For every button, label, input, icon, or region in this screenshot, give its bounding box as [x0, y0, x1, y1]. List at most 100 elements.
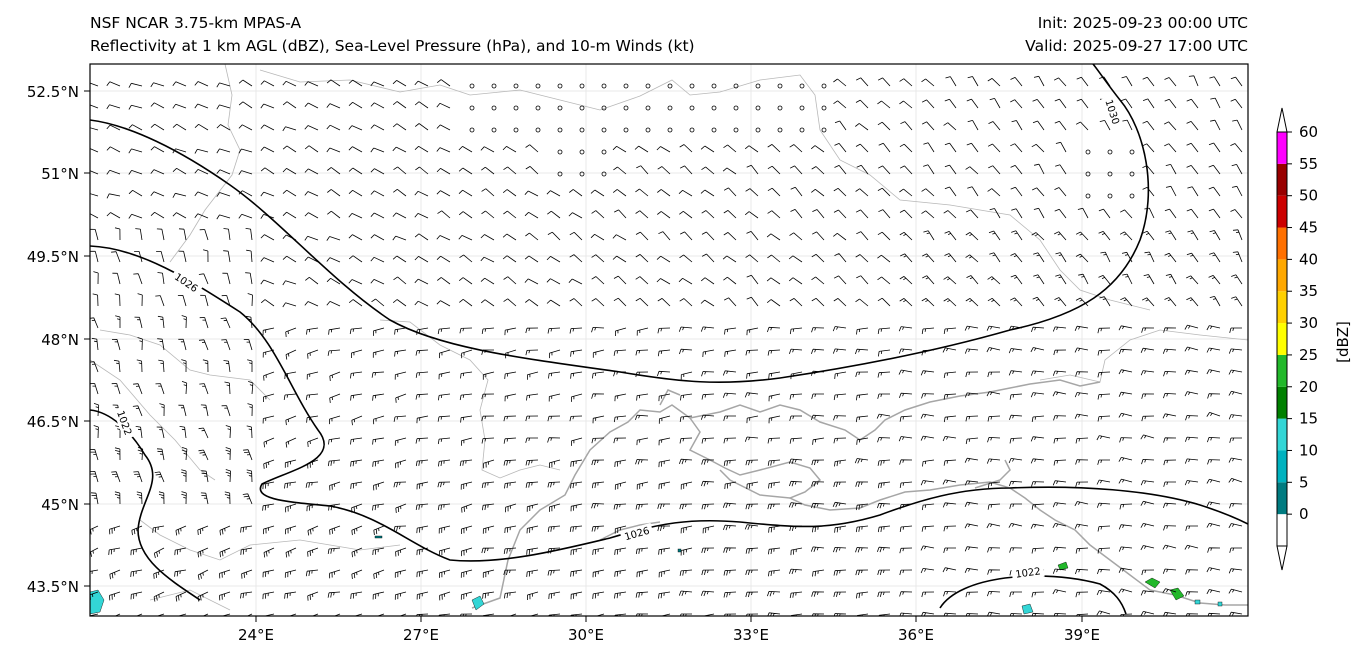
calm-circle — [623, 105, 629, 111]
wind-barb — [219, 525, 231, 536]
wind-barb — [135, 228, 143, 241]
wind-barb — [547, 210, 561, 219]
wind-barb — [658, 415, 671, 424]
wind-barb — [1118, 588, 1133, 594]
wind-barb — [658, 231, 671, 241]
wind-barb — [767, 210, 781, 219]
wind-barb — [657, 370, 671, 377]
wind-barb — [722, 255, 737, 263]
wind-barb — [1207, 393, 1221, 399]
wind-barb — [481, 415, 495, 422]
wind-barb — [1054, 120, 1067, 131]
wind-barb — [1120, 297, 1133, 307]
wind-barb — [703, 613, 715, 616]
calm-circle — [469, 105, 475, 111]
wind-barb — [370, 256, 385, 263]
calm-circle — [579, 127, 585, 133]
wind-barb — [503, 166, 517, 175]
wind-barb — [1230, 76, 1243, 87]
wind-barb — [306, 503, 319, 512]
wind-barb — [549, 459, 561, 468]
wind-barb — [877, 121, 891, 131]
wind-barb — [790, 613, 803, 616]
wind-barb — [700, 326, 715, 332]
wind-barb — [1118, 391, 1133, 397]
wind-barb — [393, 166, 407, 175]
wind-barb — [414, 145, 429, 153]
wind-barb — [416, 415, 429, 424]
wind-barb — [591, 437, 605, 444]
wind-barb — [373, 415, 385, 425]
wind-barb — [833, 232, 847, 241]
wind-barb — [810, 145, 825, 153]
calm-circle — [777, 127, 783, 133]
wind-barb — [856, 327, 869, 335]
calm-circle — [601, 171, 607, 177]
wind-barb — [811, 613, 825, 616]
wind-barb — [1099, 296, 1111, 307]
wind-barb — [459, 327, 473, 334]
wind-barb — [965, 371, 979, 378]
wind-barb — [172, 81, 187, 87]
wind-barb — [284, 481, 297, 489]
wind-barb — [152, 525, 165, 533]
isobar-1022-west — [90, 409, 201, 601]
wind-barb — [921, 188, 935, 197]
wind-barb — [613, 415, 627, 423]
wind-barb — [178, 228, 187, 241]
wind-barb — [987, 547, 1001, 553]
wind-barb — [90, 383, 99, 395]
wind-barb — [1075, 371, 1089, 377]
wind-barb — [245, 272, 253, 285]
wind-barb — [1208, 208, 1221, 219]
colorbar-segment — [1277, 418, 1287, 451]
wind-barb — [174, 569, 187, 577]
wind-barb — [282, 211, 297, 219]
wind-barb — [790, 547, 803, 556]
wind-barb — [1052, 523, 1067, 528]
wind-barb — [311, 613, 319, 616]
wind-barb — [282, 189, 297, 197]
echo-small-2 — [677, 548, 682, 553]
wind-barb — [438, 393, 451, 401]
wind-barb — [920, 413, 935, 419]
wind-barb — [282, 255, 297, 263]
wind-barb — [461, 349, 473, 359]
wind-barb — [158, 491, 165, 505]
wind-barb — [1030, 392, 1045, 398]
wind-barb — [591, 254, 605, 263]
wind-barb — [964, 457, 979, 463]
wind-barb — [460, 415, 473, 423]
wind-barb — [1207, 459, 1221, 465]
wind-barb — [1010, 186, 1023, 197]
wind-barb — [307, 437, 319, 447]
wind-barb — [767, 187, 781, 197]
wind-barb — [898, 436, 913, 442]
wind-barb — [304, 168, 319, 175]
wind-barb — [965, 591, 979, 598]
wind-barb — [90, 361, 99, 373]
wind-barb — [1140, 370, 1155, 376]
wind-barb — [724, 481, 737, 490]
wind-barb — [812, 437, 825, 445]
wind-barb — [700, 145, 715, 153]
wind-barb — [90, 492, 99, 505]
wind-barb — [658, 459, 671, 468]
wind-barb — [414, 190, 429, 197]
wind-barb — [175, 525, 187, 536]
wind-barb — [349, 327, 363, 335]
wind-barb — [1185, 415, 1199, 421]
wind-barb — [657, 189, 671, 197]
wind-barb — [656, 255, 671, 263]
wind-barb — [767, 591, 781, 597]
calm-circle — [733, 127, 739, 133]
wind-barb — [571, 437, 583, 446]
wind-barb — [199, 229, 209, 241]
colorbar-segment — [1277, 259, 1287, 292]
wind-barb — [1030, 523, 1045, 529]
wind-barb — [525, 481, 539, 488]
wind-barb — [964, 567, 979, 573]
colorbar-segment — [1277, 227, 1287, 260]
wind-barb — [679, 348, 693, 355]
wind-barb — [1165, 185, 1177, 197]
